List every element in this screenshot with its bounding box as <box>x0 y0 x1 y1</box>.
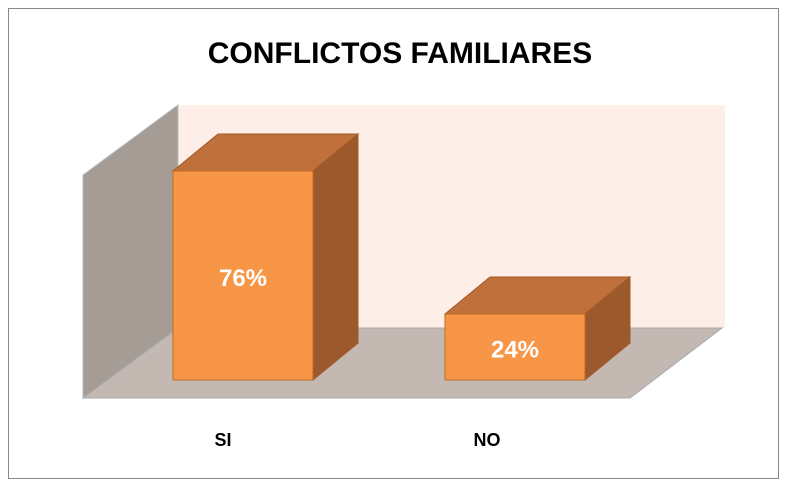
bar <box>172 170 314 381</box>
bar-side <box>312 132 359 382</box>
value-label: 76% <box>219 265 267 292</box>
chart-title: CONFLICTOS FAMILIARES <box>208 37 592 70</box>
bar <box>444 313 586 381</box>
value-label: 24% <box>491 336 539 363</box>
x-tick-label: SI <box>214 430 231 450</box>
x-tick-label: NO <box>474 430 501 450</box>
